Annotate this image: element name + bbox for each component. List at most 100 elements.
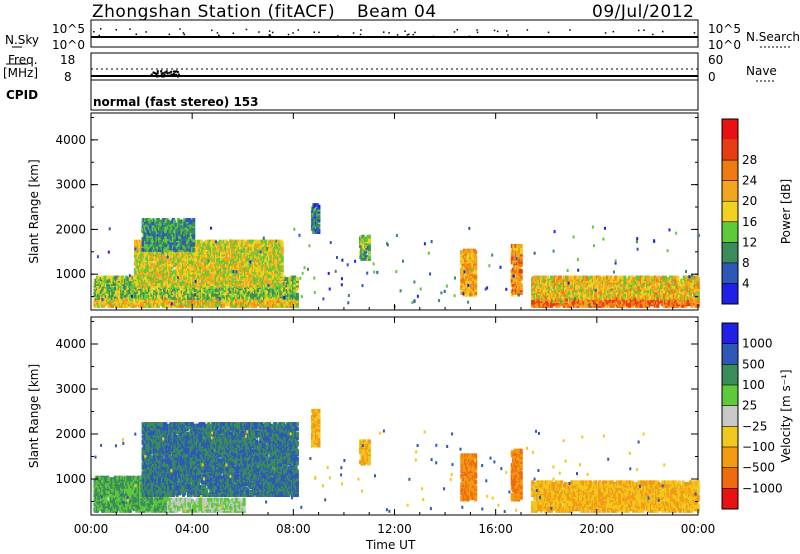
data-cell	[259, 283, 263, 288]
power-panel	[90, 112, 700, 311]
data-cell	[280, 261, 284, 266]
data-cell	[280, 255, 284, 260]
data-cell	[158, 236, 161, 241]
data-cell	[295, 277, 299, 282]
data-cell	[280, 250, 284, 255]
data-cell	[174, 261, 178, 266]
freq-tick-bottom: 8	[64, 70, 72, 84]
data-cell	[159, 299, 163, 304]
data-cell	[278, 266, 282, 271]
data-cell	[164, 236, 168, 241]
data-cell	[250, 274, 254, 279]
data-cell	[313, 207, 317, 212]
data-cell	[144, 253, 148, 258]
data-cell	[203, 250, 207, 255]
data-cell	[266, 297, 270, 302]
data-cell	[144, 283, 148, 288]
cpid-text: normal (fast stereo) 153	[93, 95, 259, 109]
data-cell	[317, 228, 321, 233]
data-cell	[367, 234, 371, 239]
data-region	[460, 248, 478, 297]
data-cell	[284, 277, 288, 282]
nave-tick-bottom: 0	[708, 70, 716, 84]
nsky-tick-bottom: 10^0	[52, 38, 85, 52]
data-cell	[222, 302, 226, 307]
data-cell	[211, 286, 215, 291]
data-cell	[466, 291, 470, 295]
data-cell	[221, 255, 225, 260]
data-cell	[178, 258, 182, 263]
cpid-panel-frame	[90, 79, 699, 111]
data-cell	[155, 280, 159, 285]
data-cell	[161, 253, 165, 258]
data-cell	[156, 271, 160, 276]
data-cell	[147, 260, 151, 265]
data-cell	[173, 219, 177, 224]
data-region	[311, 203, 321, 234]
data-cell	[197, 239, 201, 244]
data-cell	[134, 275, 137, 280]
data-cell	[156, 283, 160, 288]
data-cell	[155, 299, 159, 304]
data-cell	[141, 241, 145, 246]
data-cell	[317, 214, 321, 219]
data-cell	[280, 246, 284, 250]
data-cell	[103, 280, 107, 285]
data-cell	[145, 218, 149, 222]
data-cell	[135, 282, 139, 286]
data-cell	[367, 247, 371, 252]
data-cell	[165, 222, 169, 227]
data-cell	[192, 218, 196, 222]
data-cell	[192, 230, 196, 235]
data-cell	[192, 247, 196, 252]
data-cell	[102, 297, 106, 302]
data-cell	[461, 262, 465, 267]
data-cell	[107, 275, 111, 280]
data-cell	[97, 275, 101, 280]
freq-tick-top: 18	[60, 53, 76, 67]
nsearch-tick-top: 10^5	[708, 22, 741, 36]
nave-tick-top: 60	[708, 53, 724, 67]
data-cell	[268, 300, 271, 305]
data-cell	[245, 295, 249, 300]
beam-title: Beam 04	[357, 2, 437, 22]
data-cell	[295, 292, 299, 297]
data-cell	[179, 272, 183, 277]
data-cell	[280, 258, 284, 263]
nsearch-tick-bottom: 10^0	[708, 38, 741, 52]
data-cell	[106, 283, 110, 288]
cpid-label: CPID	[6, 88, 39, 102]
data-cell	[209, 282, 213, 286]
data-cell	[255, 239, 259, 244]
data-cell	[266, 261, 270, 266]
data-cell	[317, 204, 321, 209]
data-cell	[123, 285, 127, 289]
data-cell	[241, 249, 245, 254]
data-cell	[367, 237, 371, 242]
data-region	[359, 234, 371, 261]
data-cell	[367, 255, 371, 260]
data-cell	[137, 291, 141, 296]
data-cell	[147, 236, 151, 241]
data-cell	[126, 286, 130, 291]
data-cell	[268, 274, 271, 279]
date-title: 09/Jul/2012	[592, 2, 695, 22]
data-cell	[192, 222, 196, 227]
data-cell	[171, 288, 175, 293]
data-cell	[164, 255, 168, 260]
data-cell	[113, 281, 117, 286]
data-cell	[460, 291, 464, 295]
data-cell	[317, 223, 321, 228]
data-cell	[295, 286, 299, 291]
nsky-panel-frame	[90, 19, 699, 48]
data-region	[134, 239, 284, 288]
data-cell	[204, 261, 208, 266]
data-cell	[268, 247, 271, 252]
data-cell	[106, 292, 110, 297]
data-cell	[249, 282, 253, 286]
data-cell	[295, 295, 299, 300]
data-cell	[241, 269, 245, 274]
data-cell	[220, 303, 223, 308]
freq-unit: [MHz]	[3, 66, 39, 80]
data-cell	[246, 271, 250, 276]
